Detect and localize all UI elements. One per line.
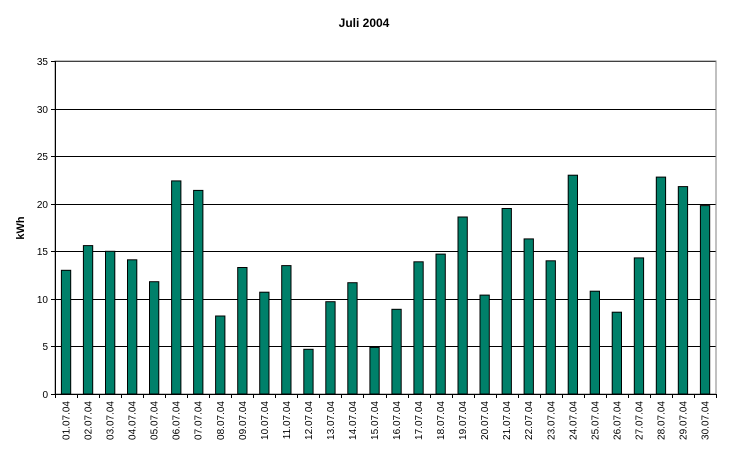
bar-30.07.04 <box>699 205 711 395</box>
x-tick-label: 22.07.04 <box>524 401 535 440</box>
x-tick-label: 19.07.04 <box>458 401 469 440</box>
bar-14.07.04 <box>347 282 358 395</box>
bar-11.07.04 <box>281 265 292 395</box>
x-tick-labels: 01.07.04 02.07.04 03.07.04 04.07.04 05.07.04… <box>55 394 717 440</box>
x-tick-label: 20.07.04 <box>480 401 491 440</box>
bar-06.07.04 <box>171 180 182 395</box>
x-tick-label: 09.07.04 <box>238 401 249 440</box>
plot-area <box>54 60 717 395</box>
x-tick-label: 02.07.04 <box>84 401 95 440</box>
x-tick-label: 15.07.04 <box>370 401 381 440</box>
x-tick-label: 25.07.04 <box>590 401 601 440</box>
bar-24.07.04 <box>567 174 579 395</box>
x-tick-label: 18.07.04 <box>436 401 447 440</box>
bar-13.07.04 <box>325 301 336 395</box>
x-tick-label: 03.07.04 <box>106 401 117 440</box>
bar-10.07.04 <box>259 291 270 395</box>
x-tick-label: 13.07.04 <box>326 401 337 440</box>
bar-03.07.04 <box>105 250 116 395</box>
y-tick-label: 30 <box>37 105 49 116</box>
x-tick-label: 30.07.04 <box>701 401 712 440</box>
bar-04.07.04 <box>127 259 138 395</box>
y-tick-label: 5 <box>42 342 48 353</box>
x-tick-label: 10.07.04 <box>260 401 271 440</box>
chart-title: Juli 2004 <box>339 16 390 30</box>
y-tick-labels: 0 5 10 15 20 25 30 35 <box>37 57 55 401</box>
bar-09.07.04 <box>237 267 248 395</box>
bar-23.07.04 <box>545 260 556 395</box>
y-axis-label: kWh <box>15 216 27 240</box>
x-tick-label: 29.07.04 <box>679 401 690 440</box>
bar-21.07.04 <box>501 208 512 395</box>
bar-12.07.04 <box>303 348 314 395</box>
x-tick-label: 23.07.04 <box>546 401 557 440</box>
x-tick-label: 21.07.04 <box>502 401 513 440</box>
bar-08.07.04 <box>215 315 226 395</box>
bar-07.07.04 <box>193 189 204 395</box>
bar-16.07.04 <box>391 308 402 395</box>
bar-19.07.04 <box>457 216 468 395</box>
x-tick-label: 27.07.04 <box>634 401 645 440</box>
x-tick-label: 14.07.04 <box>348 401 359 440</box>
x-tick-label: 05.07.04 <box>150 401 161 440</box>
bar-22.07.04 <box>523 238 534 395</box>
bar-26.07.04 <box>611 311 623 395</box>
x-tick-label: 06.07.04 <box>172 401 183 440</box>
bar-15.07.04 <box>369 346 380 395</box>
x-tick-label: 11.07.04 <box>282 401 293 440</box>
x-tick-label: 07.07.04 <box>194 401 205 440</box>
x-tick-label: 12.07.04 <box>304 401 315 440</box>
y-tick-label: 20 <box>37 200 49 211</box>
bar-28.07.04 <box>655 176 667 395</box>
y-tick-label: 15 <box>37 247 49 258</box>
x-tick-label: 24.07.04 <box>568 401 579 440</box>
bars <box>60 174 711 395</box>
x-tick-label: 17.07.04 <box>414 401 425 440</box>
x-tick-label: 28.07.04 <box>656 401 667 440</box>
y-tick-label: 0 <box>42 390 48 401</box>
bar-25.07.04 <box>589 290 601 395</box>
x-tick-label: 04.07.04 <box>128 401 139 440</box>
bar-02.07.04 <box>82 245 94 395</box>
bar-01.07.04 <box>60 269 72 395</box>
bar-27.07.04 <box>633 257 645 395</box>
bar-18.07.04 <box>435 253 446 395</box>
x-tick-label: 16.07.04 <box>392 401 403 440</box>
bar-17.07.04 <box>413 261 424 395</box>
y-tick-label: 35 <box>37 57 49 68</box>
bar-05.07.04 <box>149 281 160 395</box>
x-tick-label: 01.07.04 <box>62 401 73 440</box>
bar-20.07.04 <box>479 294 490 395</box>
x-tick-label: 26.07.04 <box>612 401 623 440</box>
bar-29.07.04 <box>677 186 689 395</box>
y-tick-label: 25 <box>37 152 49 163</box>
y-tick-label: 10 <box>37 295 49 306</box>
x-tick-label: 08.07.04 <box>216 401 227 440</box>
